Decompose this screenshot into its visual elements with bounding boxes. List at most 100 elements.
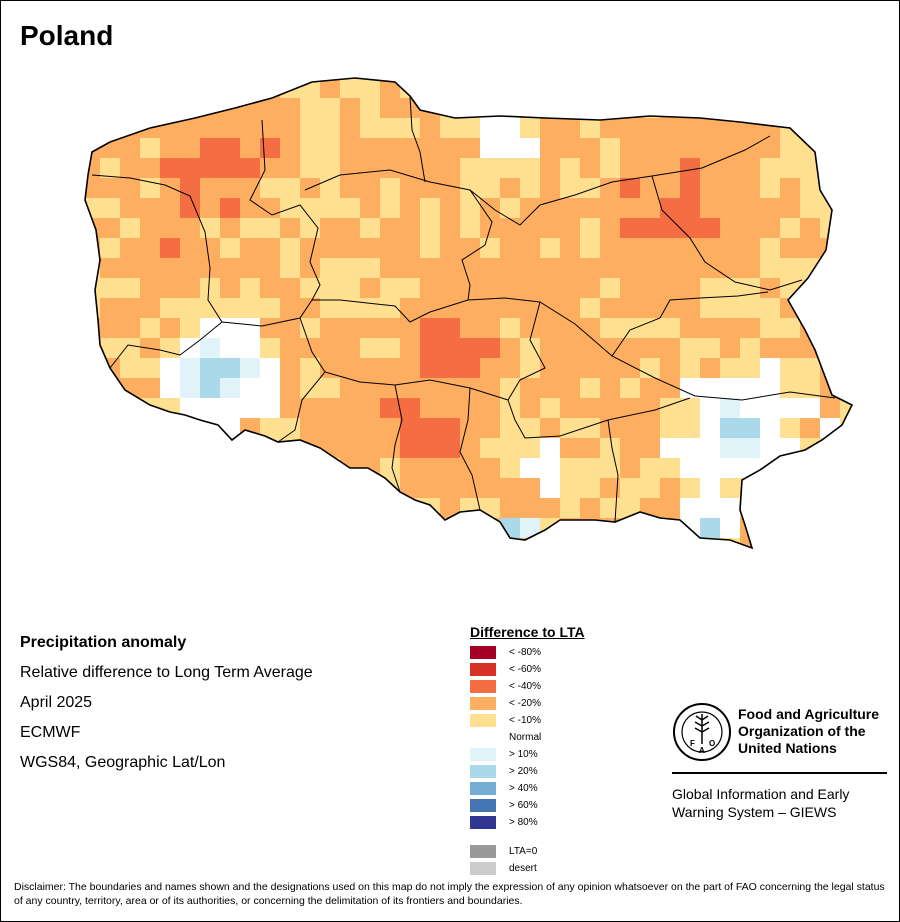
grid-cell — [120, 258, 140, 278]
grid-cell — [600, 238, 620, 258]
grid-cell — [680, 78, 700, 98]
grid-cell — [520, 418, 540, 438]
grid-cell — [700, 98, 720, 118]
svg-text:A: A — [699, 746, 705, 755]
grid-cell — [320, 298, 340, 318]
grid-cell — [480, 198, 500, 218]
grid-cell — [320, 518, 340, 538]
grid-cell — [580, 298, 600, 318]
grid-cell — [420, 278, 440, 298]
grid-cell — [680, 438, 700, 458]
grid-cell — [320, 418, 340, 438]
grid-cell — [780, 198, 800, 218]
grid-cell — [700, 198, 720, 218]
grid-cell — [820, 78, 840, 98]
grid-cell — [260, 338, 280, 358]
grid-cell — [180, 258, 200, 278]
grid-cell — [460, 178, 480, 198]
grid-cell — [800, 118, 820, 138]
legend-swatch — [470, 663, 496, 676]
grid-cell — [440, 218, 460, 238]
legend-item: LTA=0 — [470, 843, 585, 860]
grid-cell — [760, 218, 780, 238]
grid-cell — [800, 418, 820, 438]
grid-cell — [240, 138, 260, 158]
grid-cell — [600, 278, 620, 298]
grid-cell — [100, 318, 120, 338]
grid-cell — [100, 398, 120, 418]
boundary-line — [459, 387, 481, 511]
grid-cell — [400, 398, 420, 418]
grid-cell — [440, 158, 460, 178]
grid-cell — [440, 358, 460, 378]
grid-cell — [680, 398, 700, 418]
grid-cell — [280, 358, 300, 378]
grid-cell — [180, 298, 200, 318]
grid-cell — [500, 138, 520, 158]
boundary-line — [607, 419, 619, 523]
grid-cell — [340, 358, 360, 378]
grid-cell — [160, 378, 180, 398]
grid-cell — [280, 138, 300, 158]
grid-cell — [820, 298, 840, 318]
grid-cell — [680, 158, 700, 178]
grid-cell — [620, 198, 640, 218]
grid-cell — [100, 498, 120, 518]
grid-cell — [580, 258, 600, 278]
grid-cell — [700, 518, 720, 538]
grid-cell — [840, 78, 852, 98]
grid-cell — [260, 298, 280, 318]
grid-cell — [540, 518, 560, 538]
grid-cell — [85, 398, 100, 418]
grid-cell — [780, 138, 800, 158]
grid-cell — [160, 458, 180, 478]
grid-cell — [800, 538, 820, 548]
grid-cell — [380, 298, 400, 318]
grid-cell — [760, 538, 780, 548]
grid-cell — [480, 98, 500, 118]
grid-cell — [560, 118, 580, 138]
grid-cell — [300, 358, 320, 378]
grid-cell — [380, 238, 400, 258]
grid-cell — [380, 458, 400, 478]
grid-cell — [800, 378, 820, 398]
grid-cell — [700, 438, 720, 458]
grid-cell — [700, 238, 720, 258]
grid-cell — [640, 198, 660, 218]
legend-swatch — [470, 816, 496, 829]
grid-cell — [580, 478, 600, 498]
grid-cell — [280, 238, 300, 258]
grid-cell — [580, 138, 600, 158]
grid-cell — [740, 198, 760, 218]
grid-cell — [160, 218, 180, 238]
grid-cell — [480, 158, 500, 178]
grid-cell — [680, 478, 700, 498]
grid-cell — [680, 318, 700, 338]
voivodeship-boundaries — [91, 95, 836, 523]
grid-cell — [480, 378, 500, 398]
grid-cell — [420, 118, 440, 138]
grid-cell — [740, 398, 760, 418]
grid-cell — [120, 358, 140, 378]
grid-cell — [720, 238, 740, 258]
grid-cell — [300, 338, 320, 358]
grid-cell — [100, 258, 120, 278]
grid-cell — [640, 258, 660, 278]
grid-cell — [380, 438, 400, 458]
grid-cell — [500, 398, 520, 418]
legend-item: desert — [470, 860, 585, 877]
grid-cell — [85, 318, 100, 338]
grid-cell — [85, 378, 100, 398]
grid-cell — [620, 98, 640, 118]
grid-cell — [760, 158, 780, 178]
grid-cell — [280, 158, 300, 178]
grid-cell — [200, 478, 220, 498]
grid-cell — [640, 538, 660, 548]
grid-cell — [120, 218, 140, 238]
grid-cell — [840, 378, 852, 398]
grid-cell — [160, 358, 180, 378]
grid-cell — [620, 238, 640, 258]
grid-cell — [460, 438, 480, 458]
grid-cell — [700, 78, 720, 98]
grid-cell — [620, 158, 640, 178]
